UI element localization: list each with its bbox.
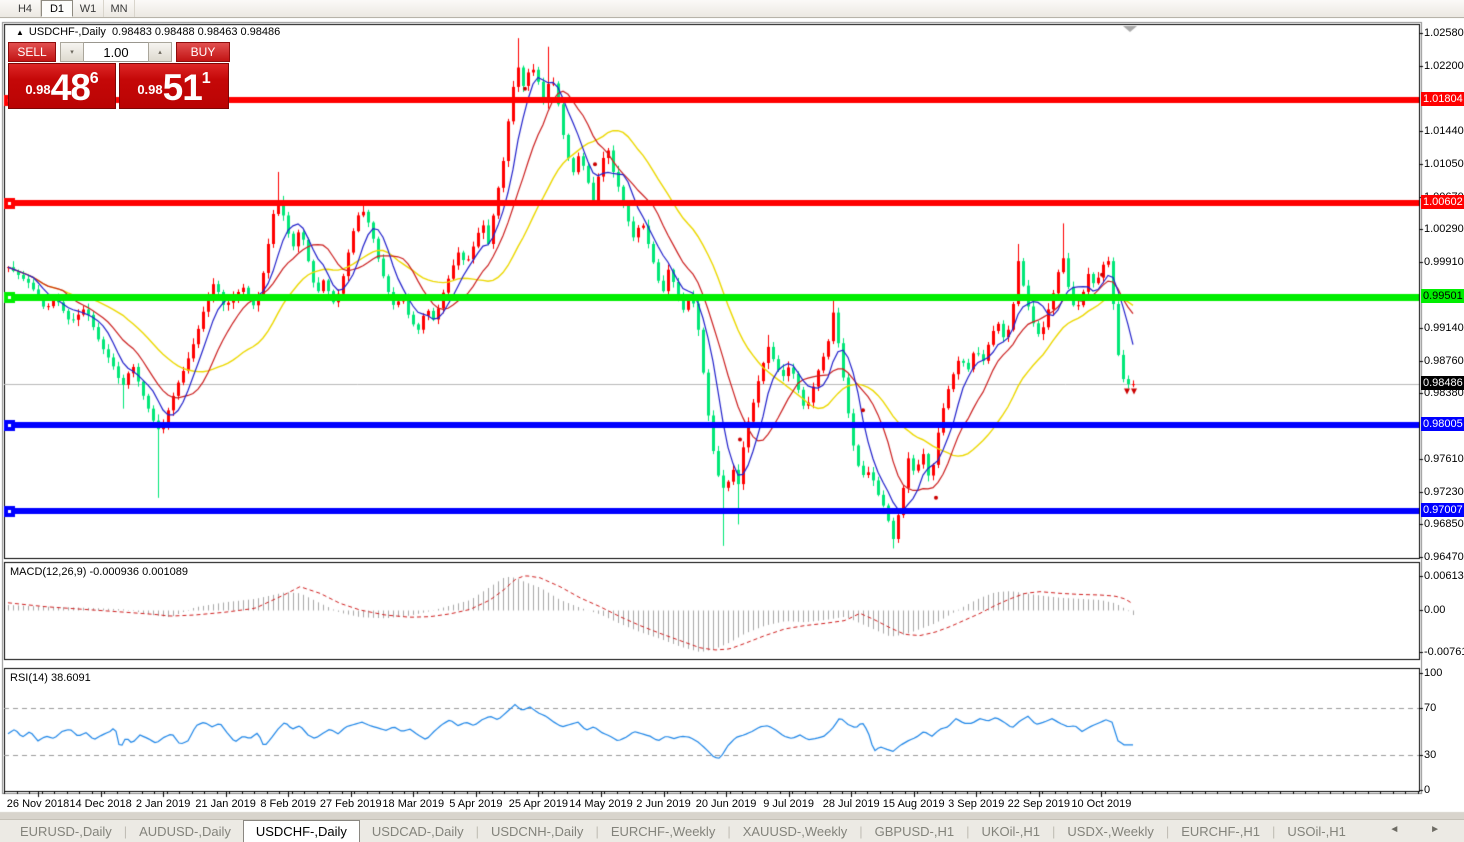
tab-separator: | (859, 823, 863, 839)
timeframe-button-w1[interactable]: W1 (73, 0, 104, 17)
date-label: 20 Jun 2019 (695, 798, 757, 810)
price-tick-label: 1.01440 (1424, 124, 1464, 137)
tab-separator: | (475, 823, 479, 839)
rsi-tick-label: 70 (1424, 702, 1437, 715)
chart-tab-eurchf-weekly[interactable]: EURCHF-,Weekly (610, 823, 716, 839)
date-label: 10 Oct 2019 (1071, 798, 1132, 810)
date-label: 14 May 2019 (569, 798, 633, 810)
buy-price-big: 51 (162, 67, 203, 108)
price-tick-label: 0.99140 (1424, 322, 1464, 335)
date-label: 8 Feb 2019 (260, 798, 317, 810)
volume-input[interactable] (84, 42, 148, 62)
buy-price-box[interactable]: 0.98 51 1 (119, 63, 229, 109)
price-level-label: 0.98486 (1421, 376, 1464, 391)
sell-price-pip: 6 (89, 70, 99, 87)
rsi-tick-label: 30 (1424, 748, 1437, 761)
chart-tab-usdcnh-daily[interactable]: USDCNH-,Daily (490, 823, 584, 839)
date-label: 22 Sep 2019 (1007, 798, 1070, 810)
date-label: 3 Sep 2019 (948, 798, 1005, 810)
chart-title: ▲ USDCHF-,Daily 0.98483 0.98488 0.98463 0… (16, 26, 280, 38)
date-label: 2 Jan 2019 (135, 798, 191, 810)
chart-tab-gbpusd-h1[interactable]: GBPUSD-,H1 (874, 823, 955, 839)
chart-tab-usdchf-daily[interactable]: USDCHF-,Daily (242, 820, 360, 842)
date-label: 18 Mar 2019 (382, 798, 445, 810)
buy-price-pip: 1 (201, 70, 211, 87)
timeframe-toolbar: H4 D1 W1 MN (0, 0, 1464, 18)
timeframe-button-h4[interactable]: H4 (10, 0, 41, 17)
chart-tab-eurchf-h1[interactable]: EURCHF-,H1 (1181, 823, 1260, 839)
rsi-label: RSI(14) 38.6091 (10, 672, 91, 684)
tab-separator: | (727, 823, 731, 839)
date-label: 9 Jul 2019 (763, 798, 814, 810)
rsi-tick-label: 100 (1424, 667, 1443, 679)
date-label: 15 Aug 2019 (882, 798, 945, 810)
sell-button[interactable]: SELL (8, 42, 56, 62)
buy-price-small: 0.98 (137, 82, 163, 97)
price-tick-label: 0.96850 (1424, 518, 1464, 531)
chart-tab-usdx-weekly[interactable]: USDX-,Weekly (1067, 823, 1154, 839)
price-level-label: 1.00602 (1421, 194, 1464, 209)
chart-tab-usoil-h1[interactable]: USOil-,H1 (1287, 823, 1346, 839)
chart-tab-bar: EURUSD-,Daily | AUDUSD-,Daily USDCHF-,Daily… (0, 819, 1464, 842)
price-tick-label: 0.97610 (1424, 453, 1464, 466)
chart-tab-xauusd-weekly[interactable]: XAUUSD-,Weekly (742, 823, 848, 839)
macd-tick-label: 0.00613 (1424, 569, 1464, 582)
rsi-tick-label: 0 (1424, 784, 1431, 796)
price-tick-label: 1.02200 (1424, 59, 1464, 72)
price-level-label: 0.98005 (1421, 417, 1464, 432)
sell-price-small: 0.98 (25, 82, 51, 97)
chart-tab-audusd-daily[interactable]: AUDUSD-,Daily (139, 823, 231, 839)
buy-button[interactable]: BUY (176, 42, 230, 62)
date-label: 5 Apr 2019 (449, 798, 503, 810)
price-tick-label: 0.97230 (1424, 485, 1464, 498)
volume-increase-button[interactable]: ▴ (148, 42, 172, 62)
tab-separator: | (1271, 823, 1276, 839)
timeframe-button-mn[interactable]: MN (104, 0, 135, 17)
date-label: 26 Nov 2018 (6, 798, 70, 810)
tab-separator: | (1052, 823, 1056, 839)
date-label: 27 Feb 2019 (319, 798, 382, 810)
macd-tick-label: 0.00 (1424, 604, 1446, 616)
price-tick-label: 1.00290 (1424, 223, 1464, 236)
price-level-label: 1.01804 (1421, 91, 1464, 106)
tab-scroll-arrows[interactable]: ◄ ► (1389, 824, 1454, 835)
timeframe-button-d1[interactable]: D1 (41, 0, 73, 17)
date-label: 21 Jan 2019 (195, 798, 256, 810)
price-tick-label: 0.98380 (1424, 387, 1464, 400)
chart-tab-ukoil-h1[interactable]: UKOil-,H1 (981, 823, 1040, 839)
date-label: 25 Apr 2019 (508, 798, 569, 810)
price-tick-label: 0.96470 (1424, 551, 1464, 563)
price-tick-label: 0.99910 (1424, 255, 1464, 268)
date-label: 28 Jul 2019 (822, 798, 880, 810)
macd-tick-label: -0.007612 (1424, 646, 1464, 659)
chart-tab-usdcad-daily[interactable]: USDCAD-,Daily (371, 823, 464, 839)
price-level-label: 0.97007 (1421, 502, 1464, 517)
chart-tab-eurusd-daily[interactable]: EURUSD-,Daily (20, 823, 112, 839)
price-tick-label: 1.01050 (1424, 158, 1464, 171)
volume-decrease-button[interactable]: ▾ (60, 42, 84, 62)
tab-separator: | (595, 823, 599, 839)
price-level-label: 0.99501 (1421, 289, 1464, 304)
date-label: 14 Dec 2018 (69, 798, 132, 810)
macd-label: MACD(12,26,9) -0.000936 0.001089 (10, 566, 188, 578)
sell-price-big: 48 (50, 67, 91, 108)
chart-symbol-period: USDCHF-,Daily (28, 26, 106, 38)
chart-ohlc-values: 0.98483 0.98488 0.98463 0.98486 (112, 26, 281, 38)
date-label: 2 Jun 2019 (636, 798, 691, 810)
tab-separator: | (966, 823, 970, 839)
tab-separator: | (123, 823, 128, 839)
sell-price-box[interactable]: 0.98 48 6 (8, 63, 116, 109)
collapse-arrow-icon[interactable]: ▲ (16, 28, 24, 37)
price-tick-label: 1.02580 (1424, 27, 1464, 39)
price-tick-label: 0.98760 (1424, 354, 1464, 367)
tab-separator: | (1165, 823, 1170, 839)
